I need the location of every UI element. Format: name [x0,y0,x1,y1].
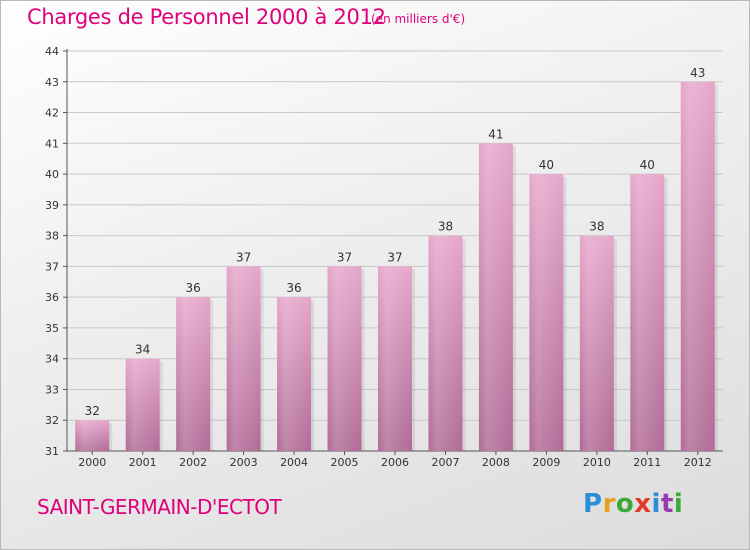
bar-layer [75,81,718,452]
data-label: 37 [337,250,352,264]
chart-title: Charges de Personnel 2000 à 2012 [27,5,386,29]
bar-highlight [478,143,513,452]
logo-letter: o [615,489,635,519]
x-tick-label: 2003 [230,456,258,469]
data-label: 32 [85,404,100,418]
bar-highlight [226,266,261,451]
y-tick-label: 44 [45,45,59,58]
x-tick-label: 2010 [583,456,611,469]
x-tick-label: 2005 [331,456,359,469]
y-tick-label: 42 [45,107,59,120]
bar-highlight [529,174,564,452]
logo-letter: x [634,489,652,519]
proxiti-logo: Proxiti [583,489,683,519]
bar-highlight [176,297,211,451]
data-label: 36 [286,281,301,295]
data-label: 37 [236,250,251,264]
data-label: 37 [387,250,402,264]
y-tick-label: 43 [45,76,59,89]
logo-letter: P [583,489,603,519]
bar-highlight [125,358,160,451]
logo-letter: i [673,489,684,519]
data-label: 36 [186,281,201,295]
x-tick-label: 2000 [78,456,106,469]
bar-highlight [277,297,312,451]
y-tick-label: 33 [45,383,59,396]
y-tick-label: 36 [45,291,59,304]
data-label: 40 [539,158,554,172]
y-tick-label: 34 [45,353,59,366]
y-tick-label: 40 [45,168,59,181]
x-tick-label: 2001 [129,456,157,469]
y-tick-label: 31 [45,445,59,458]
y-tick-label: 37 [45,260,59,273]
commune-name: SAINT-GERMAIN-D'ECTOT [37,495,282,519]
x-tick-label: 2009 [532,456,560,469]
bar-highlight [579,235,614,451]
x-tick-label: 2008 [482,456,510,469]
y-tick-label: 38 [45,230,59,243]
x-tick-label: 2004 [280,456,308,469]
logo-letter: t [660,489,674,519]
label-layer: 32 34 36 37 36 37 37 38 41 40 38 40 43 [85,66,706,418]
x-tick-label: 2006 [381,456,409,469]
bar-highlight [378,266,412,451]
logo-letter: r [602,489,616,519]
bar-highlight [680,81,715,452]
bar-highlight [75,420,110,451]
data-label: 34 [135,343,150,357]
data-label: 40 [640,158,655,172]
y-tick-label: 32 [45,414,59,427]
bar-highlight [630,174,665,452]
x-tick-label: 2007 [431,456,459,469]
data-label: 38 [438,220,453,234]
logo-letter: i [651,489,661,519]
data-label: 41 [488,127,503,141]
y-tick-label: 35 [45,322,59,335]
data-label: 38 [589,220,604,234]
bar-highlight [327,266,362,451]
chart-subtitle: (en milliers d'€) [371,12,466,26]
x-tick-label: 2012 [684,456,712,469]
data-label: 43 [690,66,705,80]
x-tick-label: 2002 [179,456,207,469]
axis-layer: 31 32 33 34 35 36 37 38 39 40 41 42 43 44 2000 2001 2002… [45,45,723,469]
x-tick-label: 2011 [633,456,661,469]
y-tick-label: 41 [45,137,59,150]
bar-highlight [428,235,463,451]
y-tick-label: 39 [45,199,59,212]
